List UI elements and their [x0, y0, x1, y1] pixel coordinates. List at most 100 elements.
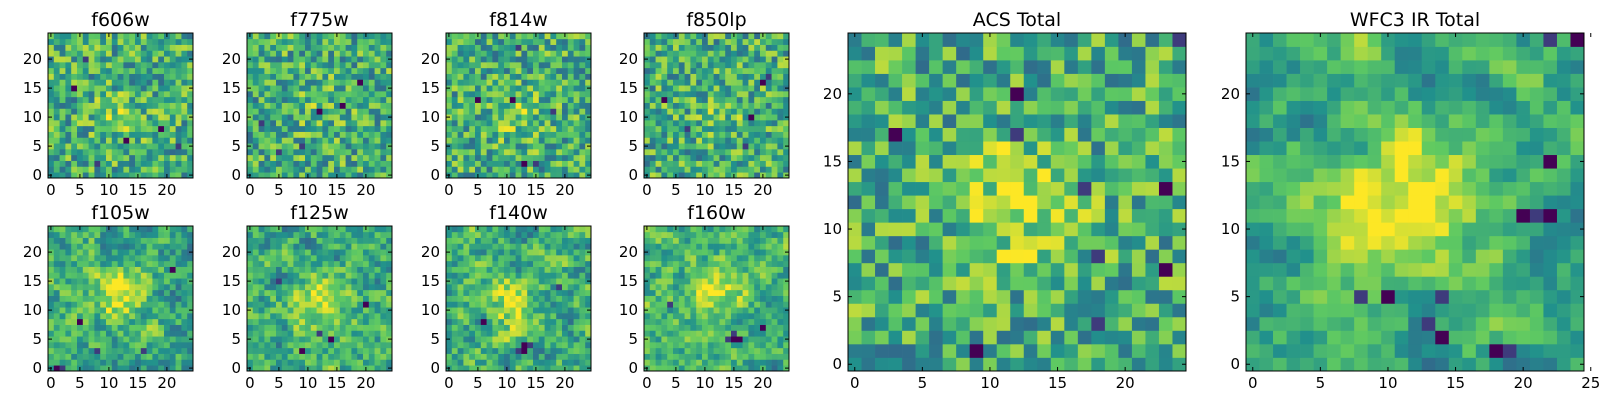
heatmap-cell [276, 353, 283, 360]
heatmap-cell [492, 295, 499, 302]
heatmap-cell [748, 91, 755, 98]
heatmap-cell [270, 125, 277, 132]
heatmap-cell [713, 330, 720, 337]
heatmap-cell [48, 318, 55, 325]
heatmap-cell [187, 33, 194, 40]
heatmap-cell [123, 50, 130, 57]
heatmap-cell [748, 160, 755, 167]
heatmap-cell [707, 137, 714, 144]
heatmap-cell [100, 347, 107, 354]
heatmap-cell [515, 149, 522, 156]
heatmap-cell [374, 284, 381, 291]
heatmap-cell [567, 96, 574, 103]
heatmap-cell [94, 278, 101, 285]
heatmap-cell [765, 149, 772, 156]
heatmap-cell [486, 318, 493, 325]
heatmap-cell [322, 342, 329, 349]
heatmap-cell [673, 289, 680, 296]
y-tick-label: 20 [619, 50, 638, 68]
y-tick-label: 15 [23, 272, 42, 290]
heatmap-cell [100, 301, 107, 308]
heatmap-cell [765, 347, 772, 354]
heatmap-cell [446, 313, 453, 320]
heatmap-cell [140, 79, 147, 86]
heatmap-cell [475, 120, 482, 127]
heatmap-cell [299, 301, 306, 308]
heatmap-cell [71, 249, 78, 256]
heatmap-cell [475, 284, 482, 291]
heatmap-cell [678, 347, 685, 354]
heatmap-cell [123, 260, 130, 267]
heatmap-cell [673, 154, 680, 161]
x-tick-label: 15 [526, 374, 545, 392]
heatmap-cell [713, 289, 720, 296]
heatmap-cell [707, 56, 714, 63]
heatmap-cell [567, 365, 574, 372]
heatmap-cell [707, 38, 714, 45]
heatmap-cell [765, 284, 772, 291]
heatmap-cell [252, 359, 259, 366]
heatmap-cell [82, 226, 89, 233]
heatmap-cell [702, 56, 709, 63]
heatmap-cell [504, 143, 511, 150]
heatmap-cell [498, 56, 505, 63]
heatmap-cell [252, 231, 259, 238]
heatmap-cell [374, 266, 381, 273]
heatmap-cell [521, 56, 528, 63]
heatmap-cell [339, 62, 346, 69]
heatmap-cell [158, 278, 165, 285]
heatmap-cell [492, 125, 499, 132]
heatmap-cell [649, 120, 656, 127]
heatmap-cell [247, 318, 254, 325]
heatmap-cell [187, 295, 194, 302]
heatmap-cell [48, 295, 55, 302]
heatmap-cell [719, 79, 726, 86]
heatmap-cell [334, 231, 341, 238]
heatmap-cell [123, 313, 130, 320]
heatmap-cell [106, 266, 113, 273]
heatmap-cell [742, 172, 749, 179]
heatmap-cell [351, 79, 358, 86]
heatmap-cell [351, 172, 358, 179]
heatmap-cell [164, 231, 171, 238]
heatmap-cell [357, 255, 364, 262]
heatmap-cell [363, 44, 370, 51]
heatmap-cell [276, 289, 283, 296]
heatmap-cell [498, 85, 505, 92]
heatmap-cell [684, 365, 691, 372]
heatmap-cell [690, 114, 697, 121]
heatmap-cell [135, 243, 142, 250]
heatmap-cell [579, 67, 586, 74]
heatmap-cell [363, 307, 370, 314]
heatmap-cell [719, 131, 726, 138]
heatmap-cell [457, 114, 464, 121]
heatmap-cell [463, 131, 470, 138]
heatmap-cell [152, 289, 159, 296]
heatmap-cell [713, 79, 720, 86]
heatmap-cell [783, 154, 790, 161]
heatmap-cell [345, 289, 352, 296]
heatmap-cell [702, 149, 709, 156]
heatmap-cell [527, 125, 534, 132]
heatmap-cell [661, 365, 668, 372]
heatmap-cell [88, 307, 95, 314]
heatmap-cell [187, 108, 194, 115]
heatmap-cell [544, 79, 551, 86]
heatmap-cell [719, 137, 726, 144]
heatmap-cell [550, 102, 557, 109]
heatmap-cell [475, 318, 482, 325]
heatmap-cell [158, 237, 165, 244]
heatmap-cell [328, 336, 335, 343]
heatmap-cell [673, 347, 680, 354]
heatmap-cell [480, 44, 487, 51]
heatmap-cell [88, 313, 95, 320]
heatmap-cell [305, 160, 312, 167]
heatmap-cell [247, 295, 254, 302]
heatmap-cell [678, 278, 685, 285]
heatmap-cell [748, 289, 755, 296]
heatmap-cell [94, 289, 101, 296]
y-tick-label: 5 [628, 137, 638, 155]
heatmap-cell [123, 125, 130, 132]
heatmap-cell [527, 237, 534, 244]
heatmap-cell [684, 85, 691, 92]
